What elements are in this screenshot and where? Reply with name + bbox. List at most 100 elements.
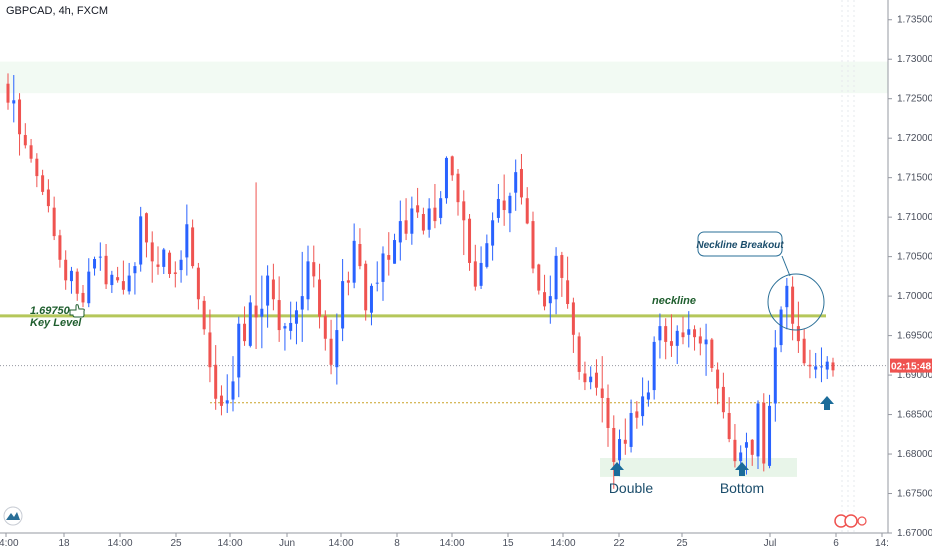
candle[interactable] (537, 263, 541, 295)
candle[interactable] (323, 310, 327, 351)
candle[interactable] (29, 138, 33, 163)
candle[interactable] (589, 366, 593, 390)
candle[interactable] (496, 183, 500, 223)
candle[interactable] (306, 245, 310, 311)
candle[interactable] (450, 155, 454, 181)
candle[interactable] (698, 327, 702, 356)
candle[interactable] (652, 336, 656, 400)
candle[interactable] (369, 283, 373, 326)
candle[interactable] (814, 352, 818, 379)
candle[interactable] (479, 246, 483, 290)
candle[interactable] (283, 322, 287, 351)
candle[interactable] (346, 271, 350, 296)
candle[interactable] (456, 168, 460, 216)
candle[interactable] (658, 313, 662, 359)
candle[interactable] (548, 275, 552, 324)
candle[interactable] (341, 258, 345, 342)
candle[interactable] (635, 401, 639, 429)
candle[interactable] (329, 319, 333, 375)
candle[interactable] (150, 231, 154, 283)
candle[interactable] (554, 247, 558, 315)
candle[interactable] (768, 394, 772, 469)
candle[interactable] (110, 270, 114, 293)
candle[interactable] (266, 265, 270, 328)
candle[interactable] (208, 309, 212, 383)
candle[interactable] (162, 247, 166, 275)
candle[interactable] (756, 400, 760, 470)
candle[interactable] (121, 260, 125, 295)
candle[interactable] (219, 385, 223, 416)
candle[interactable] (127, 262, 131, 295)
candle[interactable] (225, 374, 229, 413)
price-axis[interactable]: 1.73500 1.73000 1.72500 1.72000 1.71500 1.710… (888, 15, 932, 539)
candle[interactable] (185, 204, 189, 276)
candle[interactable] (727, 397, 731, 443)
candle[interactable] (577, 332, 581, 380)
candle[interactable] (52, 196, 56, 241)
candle[interactable] (81, 285, 85, 308)
candle[interactable] (566, 256, 570, 309)
candle[interactable] (35, 153, 39, 188)
candle[interactable] (352, 223, 356, 289)
candle[interactable] (594, 359, 598, 396)
candle[interactable] (93, 256, 97, 276)
candle[interactable] (600, 356, 604, 423)
candle[interactable] (64, 250, 68, 290)
candle[interactable] (439, 191, 443, 225)
candle[interactable] (116, 266, 120, 283)
candle[interactable] (364, 260, 368, 321)
candle[interactable] (404, 198, 408, 241)
candle[interactable] (168, 250, 172, 278)
candle[interactable] (300, 251, 304, 342)
candle[interactable] (18, 93, 22, 156)
candle[interactable] (531, 211, 535, 274)
candle[interactable] (519, 153, 523, 205)
candles-layer[interactable] (6, 73, 835, 489)
candle[interactable] (421, 207, 425, 235)
candle[interactable] (525, 187, 529, 225)
candle[interactable] (802, 328, 806, 366)
candle[interactable] (543, 274, 547, 311)
event-icons[interactable] (834, 514, 867, 528)
candle[interactable] (69, 266, 73, 294)
candle[interactable] (398, 200, 402, 261)
candle[interactable] (375, 261, 379, 292)
candle[interactable] (491, 212, 495, 261)
candle[interactable] (23, 123, 27, 149)
candle[interactable] (675, 325, 679, 365)
candle[interactable] (98, 242, 102, 271)
candle[interactable] (825, 356, 829, 380)
candle[interactable] (416, 187, 420, 218)
candle[interactable] (231, 356, 235, 412)
candle[interactable] (664, 318, 668, 360)
candle[interactable] (427, 198, 431, 238)
candle[interactable] (156, 246, 160, 275)
candle[interactable] (808, 349, 812, 379)
candle[interactable] (750, 439, 754, 466)
candle[interactable] (468, 213, 472, 271)
candle[interactable] (237, 316, 241, 398)
candle[interactable] (502, 174, 506, 226)
candle[interactable] (312, 245, 316, 288)
candle[interactable] (583, 361, 587, 391)
candle[interactable] (271, 263, 275, 311)
candle[interactable] (473, 244, 477, 291)
candle[interactable] (641, 377, 645, 426)
candle[interactable] (410, 196, 414, 245)
candle[interactable] (612, 415, 616, 489)
candle[interactable] (243, 306, 247, 346)
candle[interactable] (791, 276, 795, 341)
candle[interactable] (335, 313, 339, 385)
candle[interactable] (606, 384, 610, 447)
candle[interactable] (704, 323, 708, 376)
candle[interactable] (387, 232, 391, 276)
candle[interactable] (46, 179, 50, 213)
candle[interactable] (785, 277, 789, 330)
candle[interactable] (560, 251, 564, 297)
candle[interactable] (277, 276, 281, 342)
candle[interactable] (294, 301, 298, 345)
candle[interactable] (444, 156, 448, 204)
candle[interactable] (393, 233, 397, 264)
candle[interactable] (571, 297, 575, 353)
